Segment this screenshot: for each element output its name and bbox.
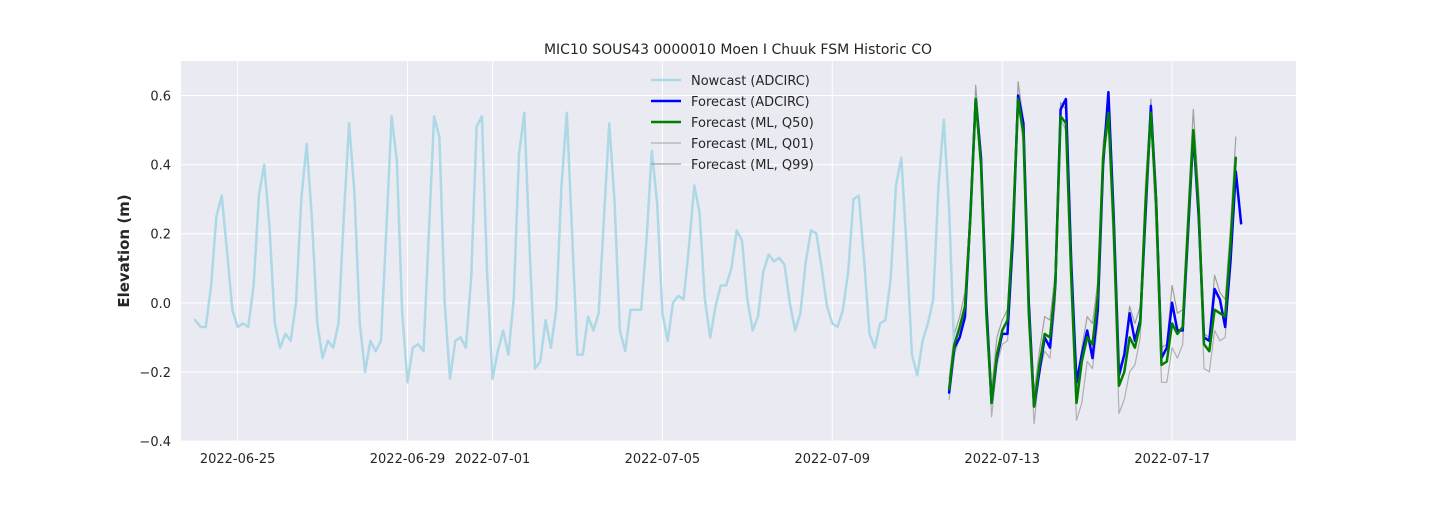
legend-label: Nowcast (ADCIRC) [691, 74, 810, 89]
y-tick-label: 0.2 [150, 228, 171, 243]
chart-title: MIC10 SOUS43 0000010 Moen I Chuuk FSM Hi… [544, 42, 932, 58]
x-tick-label: 2022-06-25 [200, 452, 276, 467]
y-tick-label: 0.6 [150, 90, 171, 105]
legend-label: Forecast (ML, Q01) [691, 137, 814, 152]
series-line-0 [193, 111, 956, 384]
series-layer [193, 81, 1243, 425]
y-tick-label: −0.4 [139, 435, 171, 450]
y-tick-label: 0.4 [150, 159, 171, 174]
series-line-2 [947, 97, 1238, 408]
x-tick-label: 2022-07-01 [455, 452, 531, 467]
y-axis-ticks: −0.4 −0.2 0.0 0.2 0.4 0.6 [139, 90, 171, 450]
y-axis-label: Elevation (m) [115, 194, 133, 307]
x-tick-label: 2022-07-09 [795, 452, 871, 467]
y-tick-label: 0.0 [150, 297, 171, 312]
legend-label: Forecast (ADCIRC) [691, 95, 810, 110]
x-tick-label: 2022-07-05 [625, 452, 701, 467]
y-tick-label: −0.2 [139, 366, 171, 381]
legend-label: Forecast (ML, Q50) [691, 116, 814, 131]
x-tick-label: 2022-06-29 [370, 452, 446, 467]
x-tick-label: 2022-07-13 [964, 452, 1040, 467]
x-tick-label: 2022-07-17 [1134, 452, 1210, 467]
legend-label: Forecast (ML, Q99) [691, 158, 814, 173]
x-axis-ticks: 2022-06-25 2022-06-29 2022-07-01 2022-07-05… [200, 452, 1210, 467]
legend: Nowcast (ADCIRC) Forecast (ADCIRC) Forecas… [651, 74, 814, 173]
